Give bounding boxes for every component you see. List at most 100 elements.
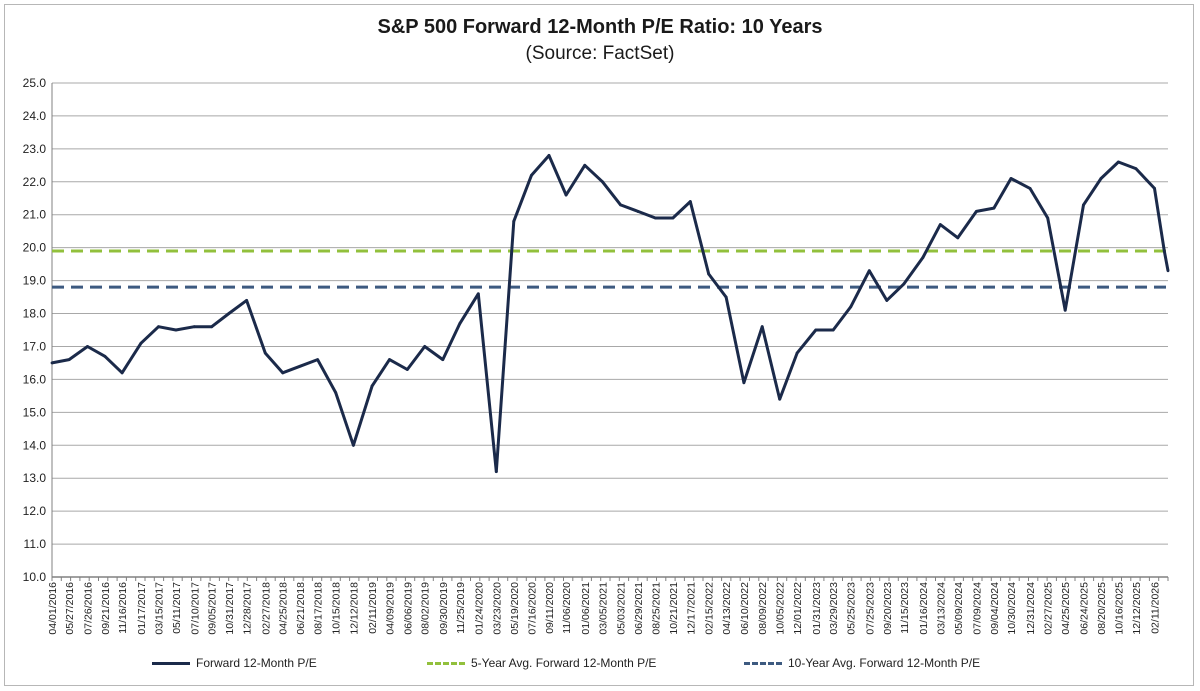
pe-data-point xyxy=(192,325,196,329)
pe-data-point xyxy=(619,203,622,207)
pe-data-point xyxy=(1162,249,1166,253)
pe-data-point xyxy=(50,361,54,365)
pe-data-point xyxy=(458,322,462,325)
legend-label-10yr-avg: 10-Year Avg. Forward 12-Month P/E xyxy=(788,656,981,670)
pe-data-point xyxy=(564,193,568,197)
y-tick-label: 10.0 xyxy=(23,570,47,584)
x-tick-label: 03/23/2020 xyxy=(491,582,503,635)
x-tick-label: 04/25/2018 xyxy=(278,582,290,635)
pe-data-point xyxy=(441,358,445,362)
x-tick-label: 06/06/2019 xyxy=(402,582,414,635)
x-tick-label: 10/30/2024 xyxy=(1006,582,1018,635)
chart-title: S&P 500 Forward 12-Month P/E Ratio: 10 Y… xyxy=(377,16,823,38)
pe-data-point xyxy=(671,216,675,220)
x-tick-label: 07/25/2023 xyxy=(864,582,876,635)
x-tick-label: 06/21/2018 xyxy=(295,582,307,635)
pe-data-point xyxy=(921,256,925,259)
x-tick-label: 08/20/2025 xyxy=(1096,582,1108,635)
x-tick-label: 05/19/2020 xyxy=(509,582,521,635)
x-tick-label: 09/30/2019 xyxy=(438,582,450,635)
y-tick-label: 21.0 xyxy=(23,208,47,222)
x-tick-label: 08/09/2022 xyxy=(757,582,769,635)
x-tick-label: 08/25/2021 xyxy=(650,582,662,635)
x-tick-label: 05/03/2021 xyxy=(616,582,628,635)
x-tick-label: 04/09/2019 xyxy=(385,582,397,635)
legend-item-forward-pe: Forward 12-Month P/E xyxy=(152,656,317,670)
pe-data-point xyxy=(1134,167,1138,171)
y-tick-label: 15.0 xyxy=(23,405,47,419)
pe-data-point xyxy=(298,364,302,368)
x-tick-label: 04/01/2016 xyxy=(47,582,59,635)
x-tick-label: 09/20/2023 xyxy=(882,582,894,635)
legend-item-10yr-avg: 10-Year Avg. Forward 12-Month P/E xyxy=(744,656,980,670)
x-tick-label: 12/28/2017 xyxy=(242,582,254,635)
legend-label-forward-pe: Forward 12-Month P/E xyxy=(196,656,317,670)
legend-swatch-green-dashed xyxy=(427,661,465,665)
pe-data-point xyxy=(1028,186,1032,190)
x-tick-label: 09/05/2017 xyxy=(207,582,219,635)
pe-data-point xyxy=(512,219,516,223)
x-tick-label: 03/29/2023 xyxy=(828,582,840,635)
pe-data-point xyxy=(494,470,498,474)
x-tick-label: 05/11/2017 xyxy=(171,582,183,634)
x-tick-label: 07/16/2020 xyxy=(527,582,539,635)
pe-data-point xyxy=(724,295,728,299)
pe-data-point xyxy=(975,210,978,213)
pe-data-point xyxy=(1117,160,1120,164)
chart-legend: Forward 12-Month P/E 5-Year Avg. Forward… xyxy=(0,656,1200,676)
pe-data-point xyxy=(814,328,818,332)
x-tick-label: 05/25/2023 xyxy=(846,582,858,635)
pe-data-point xyxy=(210,325,214,329)
x-tick-label: 12/01/2022 xyxy=(792,582,804,635)
x-tick-label: 02/11/2026 xyxy=(1150,582,1162,634)
y-tick-label: 20.0 xyxy=(23,241,47,255)
y-tick-label: 22.0 xyxy=(23,175,47,189)
x-tick-label: 07/09/2024 xyxy=(971,582,983,635)
pe-data-point xyxy=(1153,186,1156,190)
pe-data-point xyxy=(352,443,355,447)
x-tick-label: 11/25/2019 xyxy=(455,582,467,634)
x-tick-label: 01/16/2024 xyxy=(918,582,930,635)
x-tick-label: 06/29/2021 xyxy=(633,582,645,635)
pe-data-point xyxy=(601,180,604,184)
pe-data-point xyxy=(263,351,267,355)
pe-data-point xyxy=(67,358,71,362)
x-tick-label: 01/31/2023 xyxy=(811,582,823,635)
pe-data-point xyxy=(174,328,178,332)
pe-data-point xyxy=(831,328,835,332)
y-tick-label: 25.0 xyxy=(23,76,47,90)
pe-data-point xyxy=(103,354,107,358)
x-tick-label: 10/05/2022 xyxy=(775,582,787,635)
x-tick-label: 03/15/2017 xyxy=(153,582,165,635)
pe-data-point xyxy=(1063,308,1067,312)
x-tick-label: 02/27/2018 xyxy=(260,582,272,635)
pe-data-point xyxy=(405,368,409,371)
pe-data-point xyxy=(1009,177,1013,180)
y-tick-label: 19.0 xyxy=(23,274,47,288)
pe-data-point xyxy=(1099,177,1103,180)
pe-data-point xyxy=(139,341,143,345)
chart-frame xyxy=(4,4,1194,686)
x-tick-label: 10/15/2018 xyxy=(331,582,343,635)
chart-subtitle: (Source: FactSet) xyxy=(525,43,675,64)
y-tick-label: 24.0 xyxy=(23,109,47,123)
pe-data-point xyxy=(281,371,285,375)
x-tick-label: 04/13/2022 xyxy=(721,582,733,635)
y-tick-label: 13.0 xyxy=(23,471,47,485)
pe-data-point xyxy=(227,312,231,315)
x-tick-label: 12/17/2021 xyxy=(685,582,697,635)
x-tick-label: 10/31/2017 xyxy=(224,582,236,635)
pe-data-point xyxy=(956,236,960,240)
y-tick-label: 14.0 xyxy=(23,438,47,452)
pe-data-point xyxy=(370,384,374,388)
pe-data-point xyxy=(636,210,640,213)
pe-data-point xyxy=(157,325,160,329)
x-tick-label: 11/15/2023 xyxy=(899,582,911,634)
pe-data-point xyxy=(120,371,124,375)
x-tick-label: 02/27/2025 xyxy=(1043,582,1055,635)
pe-data-point xyxy=(707,272,711,276)
x-tick-label: 11/16/2016 xyxy=(117,582,129,634)
pe-data-point xyxy=(1166,269,1170,273)
legend-label-5yr-avg: 5-Year Avg. Forward 12-Month P/E xyxy=(471,656,657,670)
